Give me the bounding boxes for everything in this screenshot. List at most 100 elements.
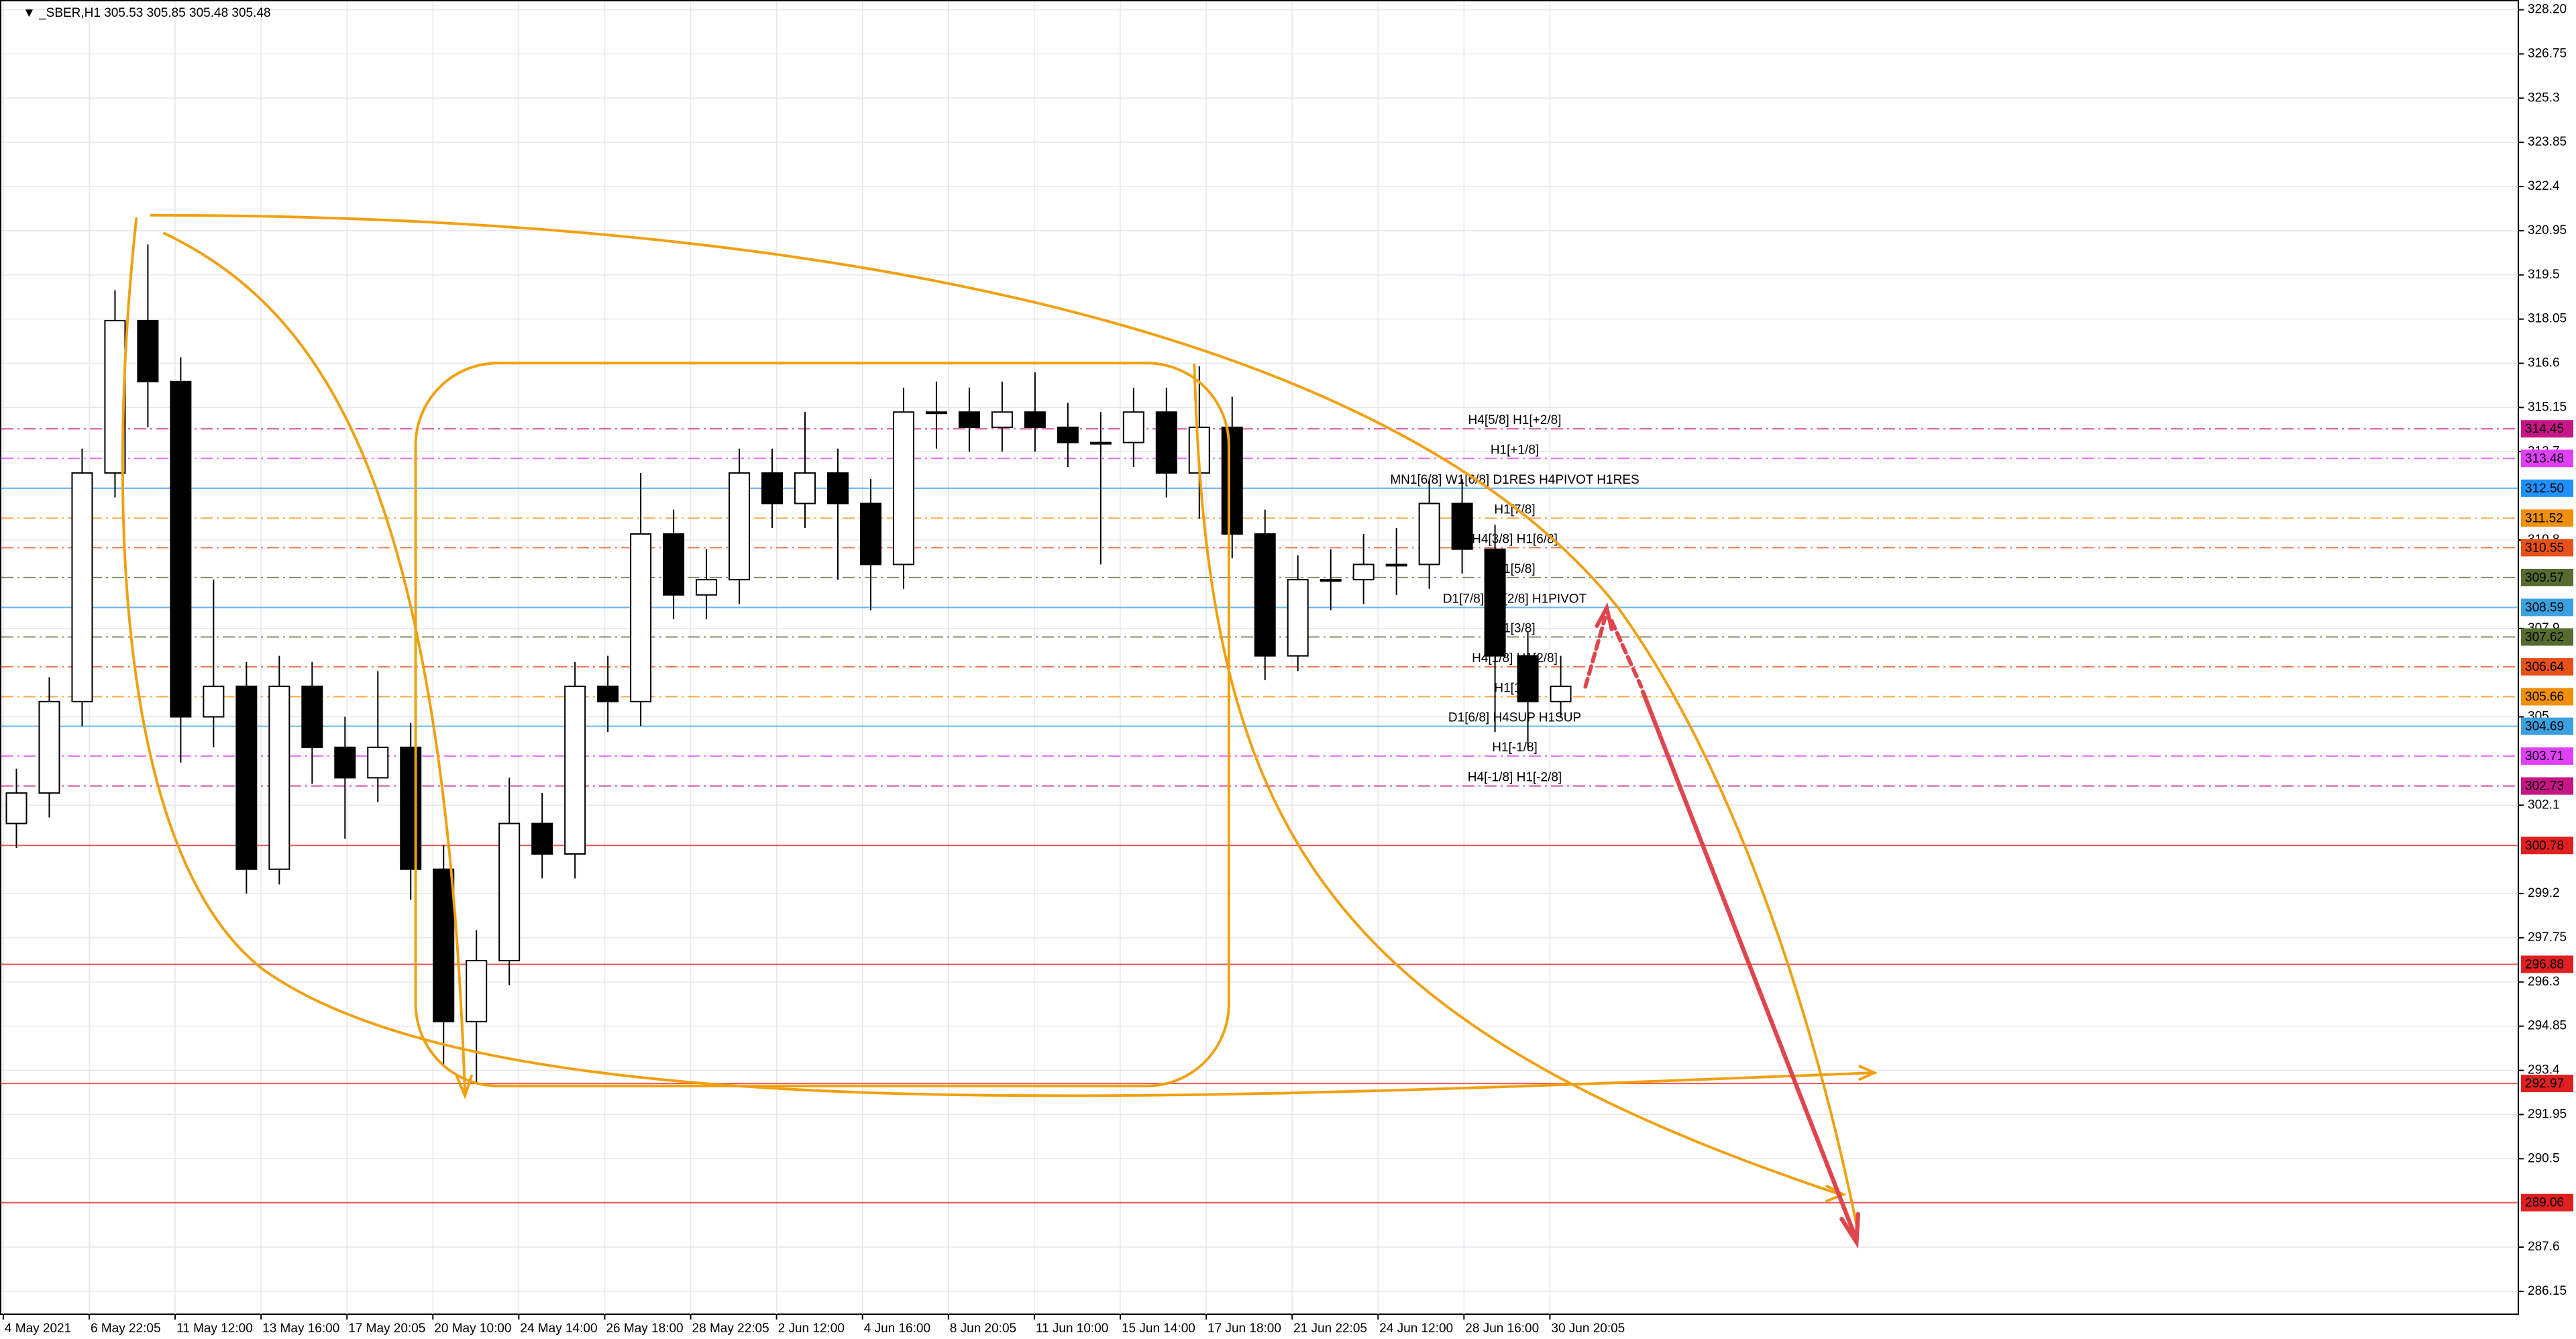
price-tag	[2521, 1193, 2573, 1212]
candles	[5, 244, 1572, 1083]
candle-body	[170, 380, 192, 718]
candle-body	[991, 411, 1013, 428]
y-tick-label: 296.3	[2528, 975, 2560, 989]
candle-body	[38, 700, 60, 794]
price-tag-label: 289.06	[2525, 1196, 2564, 1210]
candle-body	[5, 792, 28, 824]
x-tick-label: 24 Jun 12:00	[1379, 1322, 1453, 1336]
candle-body	[696, 579, 718, 596]
level-note: H4[5/8] H1[+2/8]	[1468, 413, 1562, 427]
price-tag-label: 296.88	[2525, 957, 2564, 971]
candle-body	[1550, 686, 1572, 702]
candle-body	[1451, 502, 1473, 550]
candle-body	[1089, 441, 1112, 445]
candle-body	[367, 746, 389, 779]
candle-body	[1517, 655, 1539, 702]
arrow-head	[1858, 1065, 1878, 1081]
price-tag-label: 308.59	[2525, 600, 2564, 614]
price-tag	[2521, 539, 2573, 557]
y-tick-label: 294.85	[2528, 1019, 2567, 1033]
candle-body	[1254, 533, 1276, 657]
price-tag	[2521, 420, 2573, 438]
price-tag-label: 314.45	[2525, 422, 2564, 436]
y-tick-label: 320.95	[2528, 223, 2567, 237]
level-note: D1[7/8] H4[2/8] H1PIVOT	[1443, 592, 1587, 606]
x-tick-label: 15 Jun 14:00	[1122, 1322, 1195, 1336]
price-tag-label: 292.97	[2525, 1077, 2564, 1091]
price-tag	[2521, 598, 2573, 617]
candle-body	[1385, 564, 1407, 567]
price-tag-label: 313.48	[2525, 451, 2564, 466]
price-tag-label: 302.73	[2525, 780, 2564, 794]
price-tag-label: 303.71	[2525, 749, 2564, 763]
x-tick-label: 4 May 2021	[5, 1322, 71, 1336]
candle-body	[729, 472, 751, 581]
candle-body	[892, 411, 914, 566]
x-tick-label: 21 Jun 22:05	[1293, 1322, 1367, 1336]
candle-body	[531, 822, 553, 855]
candle-body	[1122, 411, 1144, 443]
price-tag	[2521, 479, 2573, 497]
price-tag-label: 312.50	[2525, 482, 2564, 496]
x-tick-label: 2 Jun 12:00	[778, 1322, 845, 1336]
candle-body	[301, 686, 323, 748]
level-note: H1[-1/8]	[1492, 741, 1538, 755]
x-tick-label: 13 May 16:00	[262, 1322, 339, 1336]
candle-body	[794, 472, 816, 504]
candle-body	[630, 533, 652, 702]
price-tag-label: 305.66	[2525, 690, 2564, 704]
price-tag	[2521, 628, 2573, 646]
candle-body	[433, 868, 455, 1022]
x-tick-label: 11 May 12:00	[176, 1322, 253, 1336]
candle-body	[1320, 579, 1342, 582]
price-tag	[2521, 1075, 2573, 1093]
x-tick-label: 26 May 18:00	[606, 1322, 683, 1336]
x-tick-label: 8 Jun 20:05	[950, 1322, 1016, 1336]
y-tick-label: 297.75	[2528, 930, 2567, 945]
candle-body	[958, 411, 980, 428]
price-tag	[2521, 717, 2573, 735]
y-tick-label: 318.05	[2528, 312, 2567, 326]
chart-title: ▼ _SBER,H1 305.53 305.85 305.48 305.48	[23, 6, 271, 20]
price-tag	[2521, 837, 2573, 855]
curve	[121, 217, 1874, 1097]
curve	[162, 231, 467, 1094]
arrow-head	[1839, 1212, 1861, 1249]
y-tick-label: 287.6	[2528, 1240, 2560, 1254]
y-tick-label: 315.15	[2528, 400, 2567, 414]
candle-body	[137, 319, 159, 382]
y-tick-label: 316.6	[2528, 356, 2560, 370]
price-tag-label: 310.55	[2525, 541, 2564, 555]
candle-body	[1418, 502, 1440, 566]
y-tick-label: 322.4	[2528, 179, 2560, 193]
candle-body	[498, 822, 521, 961]
level-note: H1[+1/8]	[1491, 443, 1539, 457]
candle-body	[663, 533, 685, 596]
candle-body	[466, 959, 488, 1022]
x-tick-label: 4 Jun 16:00	[864, 1322, 930, 1336]
x-tick-label: 17 May 20:05	[348, 1322, 425, 1336]
box	[414, 362, 1230, 1087]
level-note: H4[-1/8] H1[-2/8]	[1468, 771, 1562, 785]
candle-body	[1484, 548, 1506, 657]
y-tick-label: 328.20	[2528, 3, 2567, 17]
candle-body	[400, 746, 422, 870]
price-tag	[2521, 777, 2573, 795]
arrow-head	[455, 1075, 473, 1100]
candle-body	[71, 472, 93, 702]
level-note: H4[3/8] H1[6/8]	[1472, 532, 1558, 546]
price-tag-label: 304.69	[2525, 720, 2564, 734]
y-tick-label: 293.4	[2528, 1063, 2560, 1077]
forecast-arrow	[1583, 615, 1607, 689]
y-tick-label: 302.1	[2528, 798, 2560, 812]
curve	[150, 213, 1858, 1226]
candle-body	[1155, 411, 1177, 474]
forecast-arrow	[1609, 619, 1644, 689]
candle-body	[859, 502, 881, 566]
candle-body	[1057, 426, 1079, 443]
candle-body	[925, 411, 947, 415]
level-note: H1[7/8]	[1494, 502, 1535, 517]
price-tag-label: 309.57	[2525, 571, 2564, 585]
x-tick-label: 17 Jun 18:00	[1208, 1322, 1281, 1336]
